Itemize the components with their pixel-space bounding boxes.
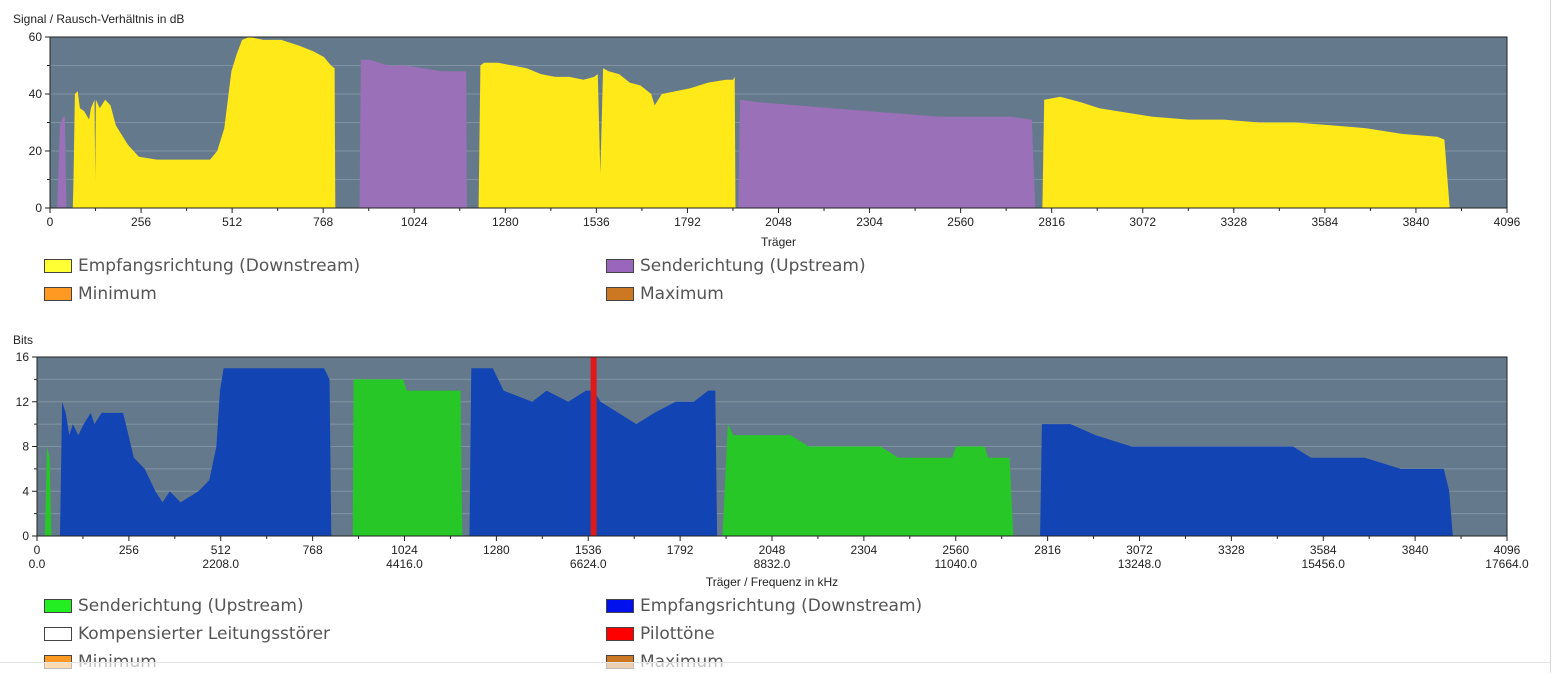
legend-bits-compensated[interactable]: Kompensierter Leitungsstörer	[44, 623, 330, 645]
legend-label: Kompensierter Leitungsstörer	[78, 624, 331, 644]
legend-label: Minimum	[78, 284, 157, 304]
legend-swatch	[606, 627, 634, 641]
series-area	[1040, 424, 1453, 536]
y-tick-label: 0	[22, 529, 29, 543]
legend-snr-maximum[interactable]: Maximum	[606, 283, 724, 305]
legend-swatch	[44, 259, 72, 273]
y-axis-title: Signal / Rausch-Verhältnis in dB	[13, 12, 184, 26]
x-axis-title: Träger / Frequenz in kHz	[706, 575, 838, 589]
x-tick-label: 3840	[1403, 215, 1430, 229]
x-tick-label: 768	[303, 543, 323, 557]
series-area	[44, 446, 52, 536]
legend-snr-upstream[interactable]: Senderichtung (Upstream)	[606, 255, 866, 277]
x-tick-label: 0	[34, 543, 41, 557]
y-axis-title: Bits	[13, 333, 33, 347]
x-tick-label: 2048	[759, 543, 786, 557]
series-area	[72, 37, 336, 208]
x-tick-label: 1280	[492, 215, 519, 229]
series-area	[478, 62, 736, 209]
x-tick-label: 512	[222, 215, 242, 229]
x-tick-label: 1536	[575, 543, 602, 557]
x-khz-label: 4416.0	[386, 557, 423, 571]
x-khz-label: 17664.0	[1485, 557, 1529, 571]
x-tick-label: 0	[47, 215, 54, 229]
legend-swatch	[606, 599, 634, 613]
x-tick-label: 1024	[401, 215, 428, 229]
y-tick-label: 40	[29, 87, 43, 101]
legend-label: Pilottöne	[640, 624, 715, 644]
x-axis-title: Träger	[761, 235, 796, 249]
page-bottom-edge	[0, 662, 1550, 674]
x-tick-label: 1792	[667, 543, 694, 557]
x-tick-label: 512	[211, 543, 231, 557]
legend-label: Senderichtung (Upstream)	[640, 256, 866, 276]
x-tick-label: 2304	[851, 543, 878, 557]
series-area	[352, 379, 463, 536]
legend-swatch	[606, 259, 634, 273]
y-tick-label: 8	[22, 440, 29, 454]
legend-label: Empfangsrichtung (Downstream)	[78, 256, 361, 276]
x-tick-label: 3072	[1129, 215, 1156, 229]
x-tick-label: 1024	[391, 543, 418, 557]
x-tick-label: 1792	[674, 215, 701, 229]
legend-bits-pilot[interactable]: Pilottöne	[606, 623, 715, 645]
series-area	[1042, 96, 1450, 208]
series-area	[60, 368, 332, 536]
legend-swatch	[44, 287, 72, 301]
x-tick-label: 3328	[1218, 543, 1245, 557]
legend-label: Senderichtung (Upstream)	[78, 596, 304, 616]
x-khz-label: 8832.0	[754, 557, 791, 571]
x-tick-label: 3840	[1402, 543, 1429, 557]
y-tick-label: 12	[16, 395, 30, 409]
x-khz-label: 15456.0	[1302, 557, 1346, 571]
x-khz-label: 0.0	[29, 557, 46, 571]
x-tick-label: 4096	[1494, 215, 1521, 229]
series-area	[722, 424, 1014, 536]
x-tick-label: 1536	[583, 215, 610, 229]
x-tick-label: 2304	[856, 215, 883, 229]
y-tick-label: 16	[16, 350, 30, 364]
x-tick-label: 3072	[1126, 543, 1153, 557]
legend-swatch	[44, 599, 72, 613]
x-tick-label: 2816	[1038, 215, 1065, 229]
legend-swatch	[606, 287, 634, 301]
y-tick-label: 0	[35, 201, 42, 215]
x-tick-label: 256	[119, 543, 139, 557]
x-tick-label: 768	[313, 215, 333, 229]
series-area	[359, 59, 467, 208]
page-scroll-edge	[1550, 0, 1551, 673]
y-tick-label: 4	[22, 484, 29, 498]
x-tick-label: 4096	[1494, 543, 1521, 557]
legend-snr-minimum[interactable]: Minimum	[44, 283, 157, 305]
x-tick-label: 2560	[942, 543, 969, 557]
pilot-tone-marker	[590, 357, 597, 536]
legend-label: Empfangsrichtung (Downstream)	[640, 596, 923, 616]
x-tick-label: 2048	[765, 215, 792, 229]
series-area	[57, 116, 67, 208]
x-tick-label: 1280	[483, 543, 510, 557]
x-khz-label: 2208.0	[202, 557, 239, 571]
x-tick-label: 3584	[1310, 543, 1337, 557]
x-tick-label: 3328	[1220, 215, 1247, 229]
legend-snr-downstream[interactable]: Empfangsrichtung (Downstream)	[44, 255, 360, 277]
x-tick-label: 2816	[1034, 543, 1061, 557]
legend-swatch	[44, 627, 72, 641]
x-tick-label: 256	[131, 215, 151, 229]
series-area	[738, 99, 1036, 208]
legend-bits-downstream[interactable]: Empfangsrichtung (Downstream)	[606, 595, 922, 617]
y-tick-label: 60	[29, 30, 43, 44]
x-khz-label: 13248.0	[1118, 557, 1162, 571]
x-khz-label: 6624.0	[570, 557, 607, 571]
x-khz-label: 11040.0	[935, 557, 978, 571]
x-tick-label: 2560	[947, 215, 974, 229]
legend-bits-upstream[interactable]: Senderichtung (Upstream)	[44, 595, 304, 617]
x-tick-label: 3584	[1312, 215, 1339, 229]
snr-chart: Signal / Rausch-Verhältnis in dB 0 20 40 60 0…	[13, 12, 1521, 249]
y-tick-label: 20	[29, 144, 43, 158]
legend-label: Maximum	[640, 284, 724, 304]
